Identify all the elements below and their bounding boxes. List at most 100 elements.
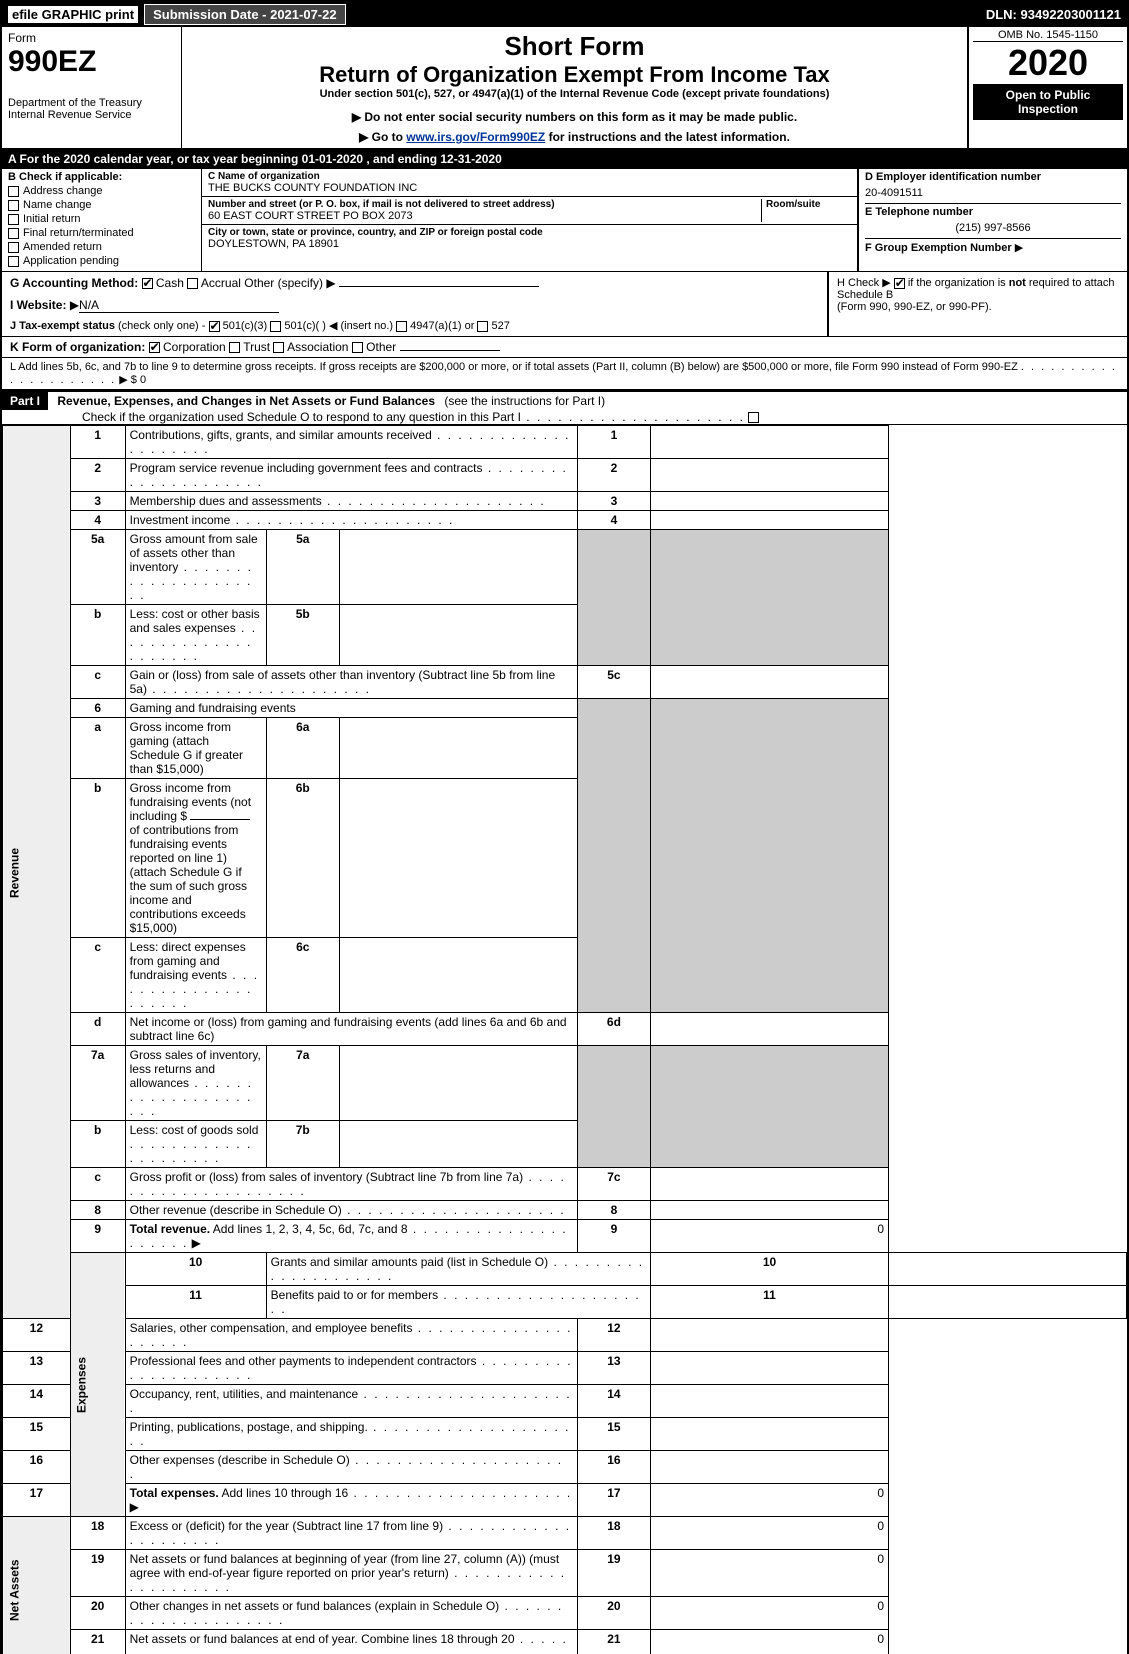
line-6a-desc: Gross income from gaming (attach Schedul… (125, 718, 266, 779)
cb-final-return[interactable] (8, 228, 19, 239)
cb-schedule-o-parti[interactable] (748, 412, 759, 423)
line-2-ref: 2 (577, 459, 650, 492)
line-13-amt[interactable] (651, 1352, 889, 1385)
line-16-amt[interactable] (651, 1451, 889, 1484)
line-5b-num: b (70, 605, 125, 666)
cb-trust[interactable] (229, 342, 240, 353)
j-label: J Tax-exempt status (10, 320, 115, 332)
line-9-amt: 0 (651, 1220, 889, 1253)
line-2-amt[interactable] (651, 459, 889, 492)
line-6a-num: a (70, 718, 125, 779)
line-13-desc: Professional fees and other payments to … (130, 1354, 477, 1368)
dln-number: DLN: 93492203001121 (986, 7, 1121, 22)
line-10-amt[interactable] (889, 1253, 1127, 1286)
opt-4947: 4947(a)(1) or (410, 320, 474, 332)
line-13-ref: 13 (577, 1352, 650, 1385)
line-11-amt[interactable] (889, 1286, 1127, 1319)
cb-initial-return[interactable] (8, 214, 19, 225)
line-12-num: 12 (3, 1319, 71, 1352)
h-text4: (Form 990, 990-EZ, or 990-PF). (837, 301, 992, 313)
line-6b-amt[interactable] (339, 779, 577, 938)
line-5b-ref: 5b (266, 605, 339, 666)
identification-block: B Check if applicable: Address change Na… (2, 169, 1127, 272)
line-5a-ref: 5a (266, 530, 339, 605)
l-row: L Add lines 5b, 6c, and 7b to line 9 to … (2, 358, 1127, 390)
j-hint: (check only one) - (118, 320, 205, 332)
opt-initial-return: Initial return (23, 213, 80, 225)
cb-address-change[interactable] (8, 186, 19, 197)
b-label: B Check if applicable: (8, 171, 195, 183)
irs-link[interactable]: www.irs.gov/Form990EZ (406, 130, 545, 144)
opt-527: 527 (492, 320, 510, 332)
line-6b-desc1: Gross income from fundraising events (no… (130, 781, 251, 823)
line-9-desc: Add lines 1, 2, 3, 4, 5c, 6d, 7c, and 8 (210, 1222, 407, 1236)
line-7a-amt[interactable] (339, 1046, 577, 1121)
line-6c-amt[interactable] (339, 938, 577, 1013)
line-7b-amt[interactable] (339, 1121, 577, 1168)
efile-badge: efile GRAPHIC print (8, 6, 138, 23)
submission-date: Submission Date - 2021-07-22 (144, 4, 346, 25)
line-3-amt[interactable] (651, 492, 889, 511)
line-6d-ref: 6d (577, 1013, 650, 1046)
line-18-ref: 18 (577, 1517, 650, 1550)
line-1-ref: 1 (577, 426, 650, 459)
cb-accrual[interactable] (187, 278, 198, 289)
line-6b-ref: 6b (266, 779, 339, 938)
cb-name-change[interactable] (8, 200, 19, 211)
cb-4947[interactable] (396, 321, 407, 332)
cb-501c[interactable] (270, 321, 281, 332)
cb-501c3[interactable] (209, 321, 220, 332)
c-addr-label: Number and street (or P. O. box, if mail… (208, 199, 761, 210)
goto-pre: Go to (372, 130, 407, 144)
line-2-desc: Program service revenue including govern… (130, 461, 483, 475)
opt-501c: 501(c)( ) (284, 320, 326, 332)
line-4-desc: Investment income (130, 513, 231, 527)
other-specify-input[interactable] (339, 286, 539, 287)
other-org-input[interactable] (400, 350, 500, 351)
line-15-ref: 15 (577, 1418, 650, 1451)
line-5c-amt[interactable] (651, 666, 889, 699)
line-12-amt[interactable] (651, 1319, 889, 1352)
h-text2: if the organization is (908, 277, 1009, 289)
line-7a-num: 7a (70, 1046, 125, 1121)
g-label: G Accounting Method: (10, 276, 138, 290)
line-6d-num: d (70, 1013, 125, 1046)
cb-association[interactable] (273, 342, 284, 353)
line-3-ref: 3 (577, 492, 650, 511)
opt-501c3: 501(c)(3) (223, 320, 268, 332)
cb-527[interactable] (477, 321, 488, 332)
part-i-header: Part I Revenue, Expenses, and Changes in… (2, 390, 1127, 425)
line-6d-amt[interactable] (651, 1013, 889, 1046)
cb-corporation[interactable] (149, 342, 160, 353)
line-6b-contrib-input[interactable] (190, 819, 250, 820)
h-text1: H Check (837, 277, 879, 289)
line-7c-amt[interactable] (651, 1168, 889, 1201)
line-15-amt[interactable] (651, 1418, 889, 1451)
cb-other-org[interactable] (352, 342, 363, 353)
line-6a-amt[interactable] (339, 718, 577, 779)
line-8-desc: Other revenue (describe in Schedule O) (130, 1203, 342, 1217)
line-8-amt[interactable] (651, 1201, 889, 1220)
k-label: K Form of organization: (10, 340, 145, 354)
expenses-section-label: Expenses (70, 1253, 125, 1517)
line-5b-amt[interactable] (339, 605, 577, 666)
line-2-num: 2 (70, 459, 125, 492)
line-16-desc: Other expenses (describe in Schedule O) (130, 1453, 350, 1467)
line-14-amt[interactable] (651, 1385, 889, 1418)
line-4-amt[interactable] (651, 511, 889, 530)
line-7b-ref: 7b (266, 1121, 339, 1168)
line-1-amt[interactable] (651, 426, 889, 459)
cb-application-pending[interactable] (8, 256, 19, 267)
cb-schedule-b[interactable] (894, 278, 905, 289)
line-18-amt: 0 (651, 1517, 889, 1550)
org-address: 60 EAST COURT STREET PO BOX 2073 (208, 210, 761, 222)
subtitle: Under section 501(c), 527, or 4947(a)(1)… (188, 88, 961, 100)
line-21-desc: Net assets or fund balances at end of ye… (130, 1632, 515, 1646)
line-7b-desc: Less: cost of goods sold (130, 1123, 259, 1137)
line-12-desc: Salaries, other compensation, and employ… (130, 1321, 413, 1335)
line-21-num: 21 (70, 1630, 125, 1654)
line-5a-amt[interactable] (339, 530, 577, 605)
cb-amended-return[interactable] (8, 242, 19, 253)
short-form-title: Short Form (188, 31, 961, 62)
cb-cash[interactable] (142, 278, 153, 289)
